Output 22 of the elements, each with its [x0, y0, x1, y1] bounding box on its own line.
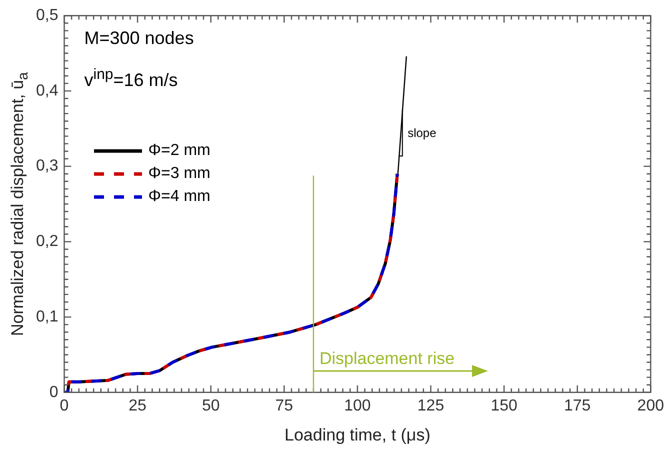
y-tick-label: 0: [49, 384, 58, 401]
x-tick-label: 150: [490, 397, 518, 414]
annotation: Displacement rise: [319, 348, 455, 369]
legend-label: Φ=4 mm: [148, 188, 210, 206]
x-tick-label: 200: [637, 397, 664, 414]
annotation: slope: [408, 126, 436, 140]
x-tick-label: 75: [275, 397, 294, 414]
annotation: v$^{inp}$=16 m/s: [84, 66, 178, 91]
legend-label: Φ=3 mm: [148, 165, 210, 184]
x-tick-label: 125: [417, 397, 444, 414]
x-tick-label: 100: [344, 397, 371, 414]
x-tick-label: 50: [202, 397, 220, 414]
legend-label: Φ=2 mm: [148, 142, 210, 160]
y-tick-label: 0,2: [36, 233, 58, 250]
x-tick-label: 25: [128, 397, 147, 414]
y-tick-label: 0,1: [36, 308, 58, 326]
x-tick-label: 175: [564, 397, 591, 414]
y-tick-label: 0,5: [36, 7, 58, 24]
annotation: M=300 nodes: [84, 28, 194, 49]
x-axis-title: Loading time, t (μs): [284, 425, 430, 444]
y-tick-label: 0,3: [36, 158, 58, 175]
y-tick-label: 0,4: [36, 82, 58, 100]
